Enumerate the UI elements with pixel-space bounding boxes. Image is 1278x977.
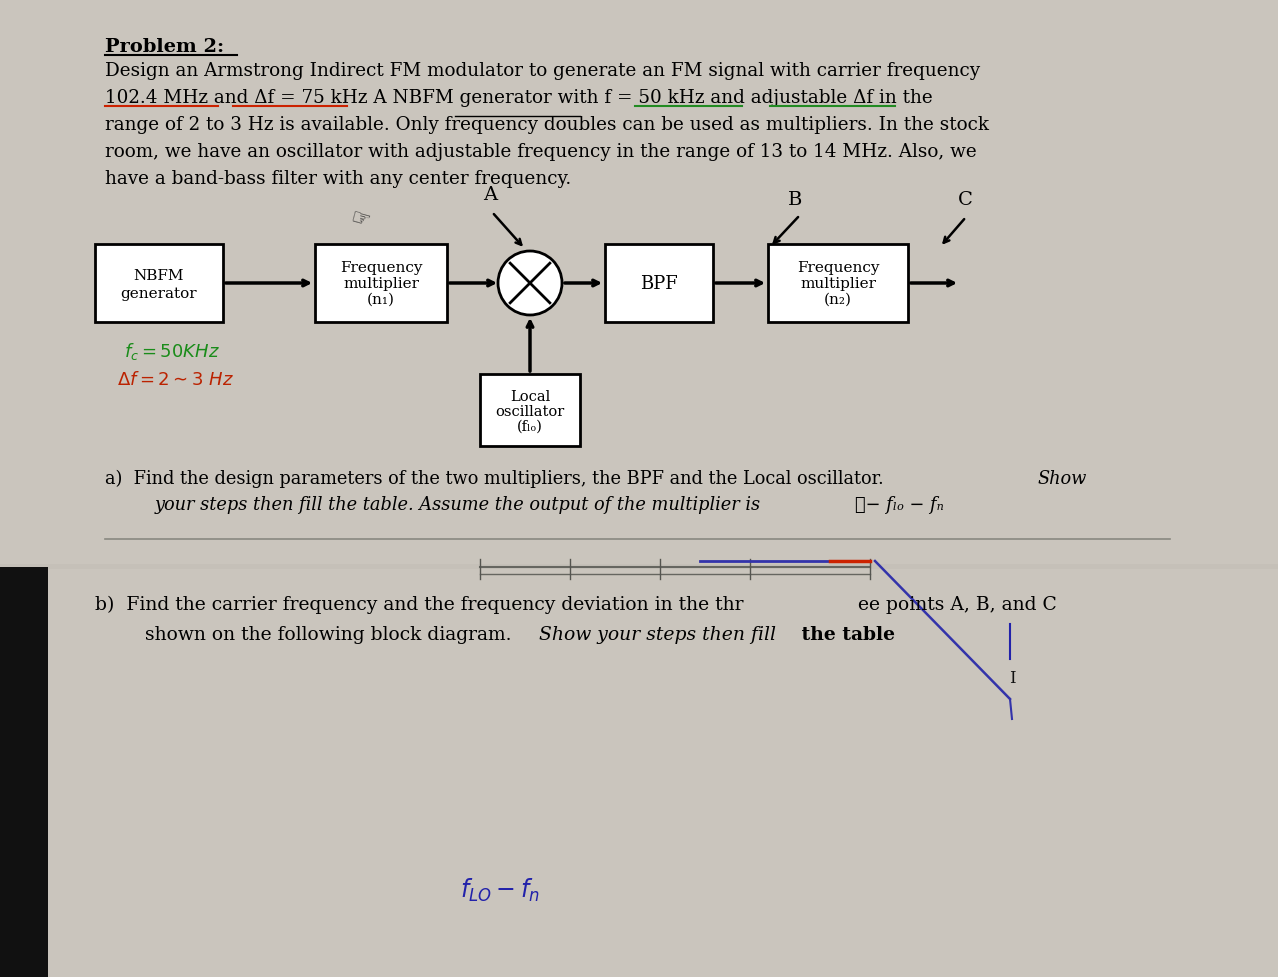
Text: C: C [957, 191, 973, 209]
Text: shown on the following block diagram.: shown on the following block diagram. [144, 625, 518, 643]
Bar [314, 245, 447, 322]
Text: $\Delta f = 2 \sim 3\ Hz$: $\Delta f = 2 \sim 3\ Hz$ [116, 370, 234, 389]
Text: a)  Find the design parameters of the two multipliers, the BPF and the Local osc: a) Find the design parameters of the two… [105, 470, 889, 488]
Text: I: I [1008, 669, 1015, 686]
Bar [95, 245, 222, 322]
Text: oscillator: oscillator [496, 404, 565, 418]
Text: Design an Armstrong Indirect FM modulator to generate an FM signal with carrier : Design an Armstrong Indirect FM modulato… [105, 62, 980, 80]
Text: room, we have an oscillator with adjustable frequency in the range of 13 to 14 M: room, we have an oscillator with adjusta… [105, 143, 976, 161]
Text: $f_{LO} - f_n$: $f_{LO} - f_n$ [460, 875, 539, 903]
Text: NBFM: NBFM [134, 269, 184, 282]
Text: BPF: BPF [640, 275, 677, 293]
Text: (n₂): (n₂) [824, 293, 852, 307]
Text: range of 2 to 3 Hz is available. Only frequency doubles can be used as multiplie: range of 2 to 3 Hz is available. Only fr… [105, 116, 989, 134]
Text: Frequency: Frequency [796, 261, 879, 275]
Bar [0, 0, 1278, 565]
Text: Frequency: Frequency [340, 261, 422, 275]
Text: A: A [483, 186, 497, 204]
Bar [768, 245, 907, 322]
Bar [604, 245, 713, 322]
Circle shape [498, 252, 562, 316]
Bar [49, 570, 1278, 977]
Text: Show your steps then fill: Show your steps then fill [539, 625, 776, 643]
Text: Local: Local [510, 390, 550, 404]
Text: $f_c = 50KHz$: $f_c = 50KHz$ [124, 341, 220, 362]
Text: ☞: ☞ [348, 207, 372, 232]
Text: 102.4 MHz and Δf = 75 kHz A NBFM generator with f⁣ = 50 kHz and adjustable Δf in: 102.4 MHz and Δf = 75 kHz A NBFM generat… [105, 89, 933, 106]
Text: multiplier: multiplier [800, 276, 875, 291]
Text: ee points A, B, and C: ee points A, B, and C [858, 595, 1057, 614]
Text: your steps then fill the table. Assume the output of the multiplier is: your steps then fill the table. Assume t… [155, 495, 767, 514]
Text: the table: the table [795, 625, 895, 643]
Text: b)  Find the carrier frequency and the frequency deviation in the thr: b) Find the carrier frequency and the fr… [95, 595, 744, 614]
Bar [481, 374, 580, 446]
Text: (fₗₒ): (fₗₒ) [518, 419, 543, 434]
Text: multiplier: multiplier [343, 276, 419, 291]
Text: Problem 2:: Problem 2: [105, 38, 224, 56]
Text: Show: Show [1036, 470, 1086, 488]
Text: (n₁): (n₁) [367, 293, 395, 307]
Text: have a band-bass filter with any center frequency.: have a band-bass filter with any center … [105, 170, 571, 188]
Bar [0, 568, 49, 977]
Text: generator: generator [120, 286, 197, 301]
Text: ★− fₗₒ − fₙ: ★− fₗₒ − fₙ [855, 495, 944, 514]
Text: B: B [787, 191, 803, 209]
Bar [0, 565, 1278, 977]
